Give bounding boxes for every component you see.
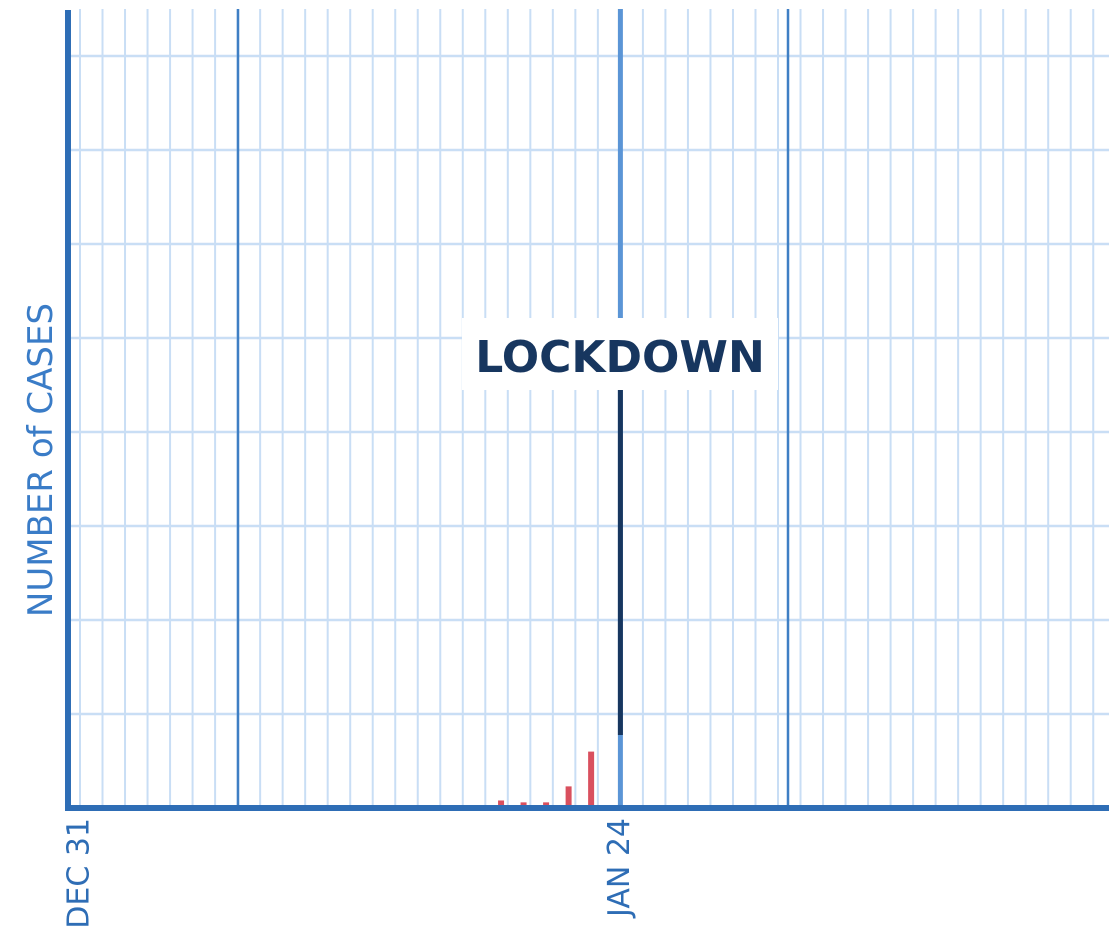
bar bbox=[588, 751, 595, 808]
annotation-box bbox=[462, 318, 778, 390]
minor-grid bbox=[68, 9, 1109, 810]
x-tick-label: DEC 31 bbox=[62, 818, 97, 929]
marks bbox=[498, 751, 595, 808]
y-axis-title: NUMBER of CASES bbox=[21, 303, 61, 617]
bar bbox=[565, 786, 572, 808]
x-tick-label: JAN 24 bbox=[602, 818, 637, 919]
bar bbox=[498, 800, 505, 808]
major-grid bbox=[236, 9, 790, 808]
annotation: LOCKDOWN bbox=[475, 332, 765, 383]
